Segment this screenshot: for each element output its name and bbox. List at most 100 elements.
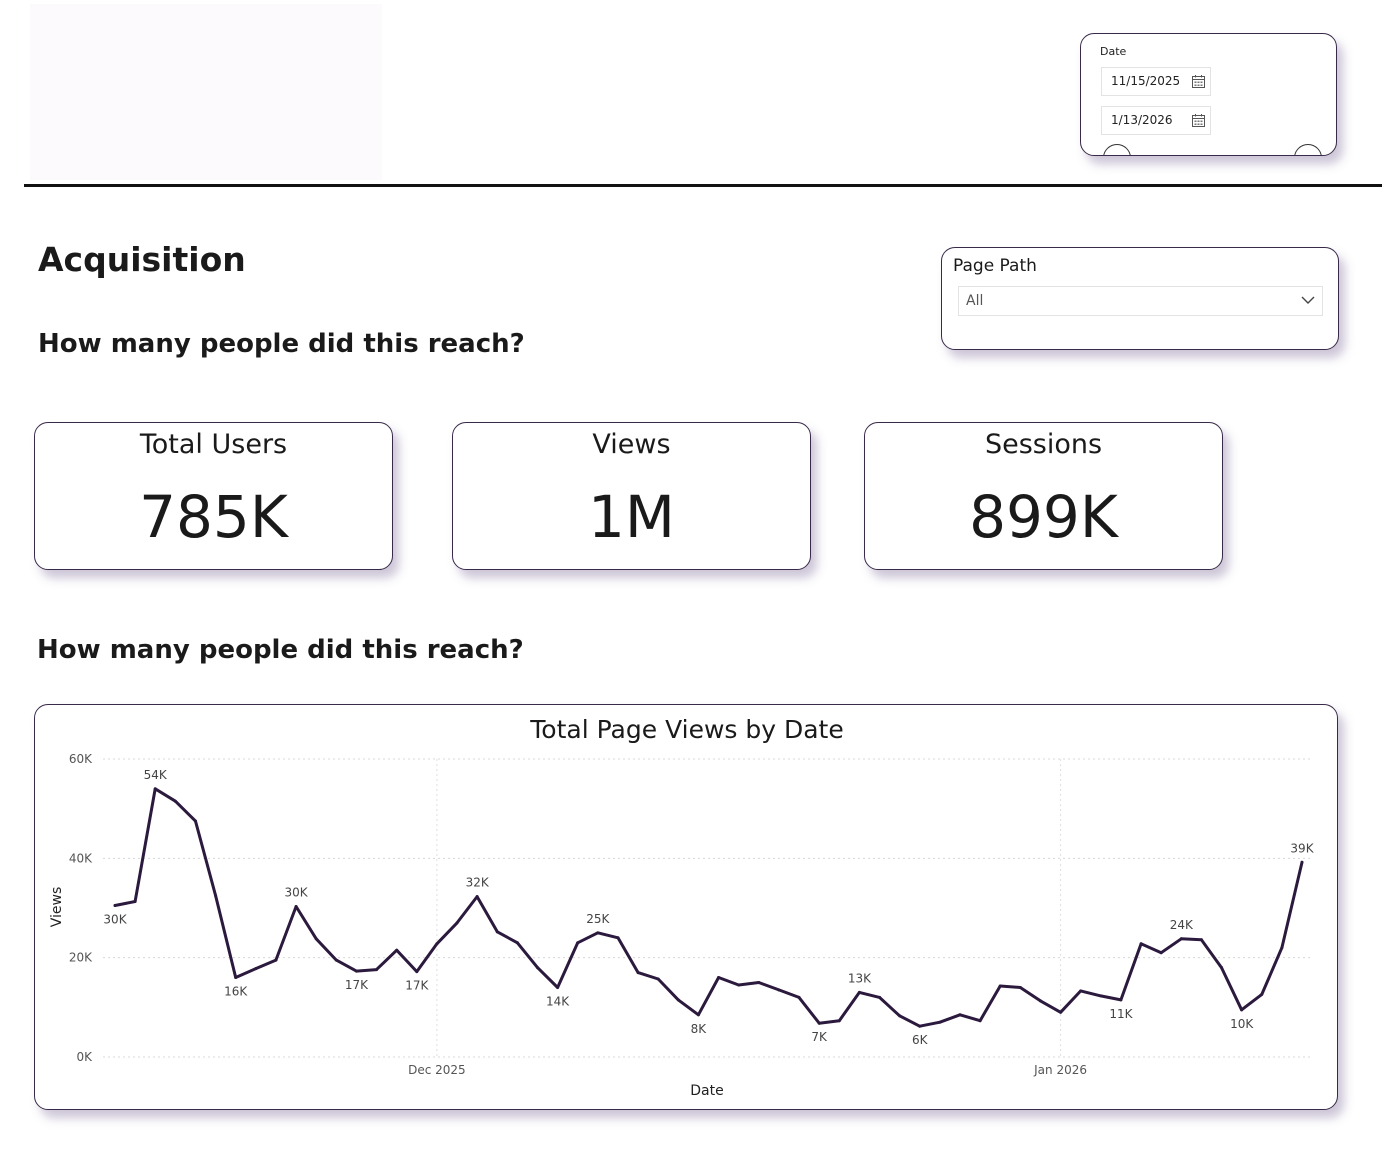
data-label: 17K xyxy=(405,979,429,993)
calendar-icon[interactable] xyxy=(1192,75,1205,88)
data-point xyxy=(978,1019,982,1023)
date-range-start-handle[interactable] xyxy=(1103,144,1131,155)
y-axis-title: Views xyxy=(49,887,65,928)
data-point xyxy=(234,976,238,980)
data-label: 10K xyxy=(1230,1017,1254,1031)
data-point xyxy=(1179,937,1183,941)
x-tick-label: Jan 2026 xyxy=(1033,1063,1087,1077)
series-line-views xyxy=(113,787,1304,1028)
data-point xyxy=(1260,992,1264,996)
data-point xyxy=(375,968,379,972)
data-point xyxy=(455,921,459,925)
data-point xyxy=(918,1024,922,1028)
data-point xyxy=(153,787,157,791)
kpi-label: Sessions xyxy=(984,429,1103,460)
kpi-value: 785K xyxy=(139,483,288,551)
data-label: 17K xyxy=(345,978,369,992)
data-point xyxy=(857,990,861,994)
kpi-card-views: Views 1M xyxy=(452,422,811,570)
data-point xyxy=(1300,860,1304,864)
data-point xyxy=(415,970,419,974)
data-point xyxy=(1099,994,1103,998)
chevron-down-icon[interactable] xyxy=(1300,293,1316,307)
data-point xyxy=(616,936,620,940)
data-label: 14K xyxy=(546,994,570,1008)
data-label: 32K xyxy=(466,876,490,890)
data-point xyxy=(1139,942,1143,946)
data-label: 24K xyxy=(1170,918,1194,932)
y-tick-label: 20K xyxy=(69,951,93,965)
calendar-icon[interactable] xyxy=(1192,114,1205,127)
data-point xyxy=(133,900,137,904)
kpi-label: Views xyxy=(592,429,671,460)
data-point xyxy=(274,958,278,962)
data-point xyxy=(636,971,640,975)
data-point xyxy=(817,1021,821,1025)
date-range-end-handle[interactable] xyxy=(1294,144,1322,155)
data-point xyxy=(395,948,399,952)
kpi-label: Total Users xyxy=(139,429,288,460)
kpi-value: 899K xyxy=(969,483,1118,551)
date-slicer[interactable]: Date 11/15/2025 1/13/2026 xyxy=(1080,33,1337,156)
start-date-value: 11/15/2025 xyxy=(1111,74,1181,88)
page-views-line-chart[interactable]: Total Page Views by Date Views Date 0K 20… xyxy=(35,705,1339,1111)
report-logo-area xyxy=(30,4,382,180)
kpi-card-total-users: Total Users 785K xyxy=(34,422,393,570)
kpi-card-sessions: Sessions 899K xyxy=(864,422,1223,570)
section-question-reach-chart: How many people did this reach? xyxy=(37,635,524,665)
data-point xyxy=(1038,999,1042,1003)
data-label: 25K xyxy=(586,912,610,926)
data-label: 6K xyxy=(912,1033,929,1047)
data-point xyxy=(475,895,479,899)
data-point xyxy=(676,998,680,1002)
data-point xyxy=(1280,946,1284,950)
data-point xyxy=(837,1019,841,1023)
data-label: 16K xyxy=(224,985,248,999)
data-point xyxy=(1199,938,1203,942)
data-label: 39K xyxy=(1290,841,1314,855)
data-point xyxy=(1220,966,1224,970)
data-point xyxy=(656,977,660,981)
data-point xyxy=(495,930,499,934)
page-path-slicer[interactable]: Page Path All xyxy=(941,247,1339,350)
page-path-label: Page Path xyxy=(953,256,1037,276)
data-label: 11K xyxy=(1109,1007,1133,1021)
data-point xyxy=(1079,989,1083,993)
page-path-selected: All xyxy=(966,293,984,309)
data-point xyxy=(777,988,781,992)
data-label: 30K xyxy=(103,913,127,927)
end-date-input[interactable]: 1/13/2026 xyxy=(1101,106,1211,135)
data-point xyxy=(717,976,721,980)
data-point xyxy=(998,984,1002,988)
data-point xyxy=(515,941,519,945)
data-point xyxy=(535,966,539,970)
data-point xyxy=(596,931,600,935)
page-views-chart-card[interactable]: Total Page Views by Date Views Date 0K 20… xyxy=(34,704,1338,1110)
data-point xyxy=(254,967,258,971)
data-label: 8K xyxy=(691,1022,708,1036)
data-point xyxy=(435,942,439,946)
data-point xyxy=(214,894,218,898)
data-point xyxy=(1059,1010,1063,1014)
end-date-value: 1/13/2026 xyxy=(1111,113,1173,127)
data-point xyxy=(113,904,117,908)
start-date-input[interactable]: 11/15/2025 xyxy=(1101,67,1211,96)
data-point xyxy=(1159,951,1163,955)
data-point xyxy=(878,995,882,999)
page-title: Acquisition xyxy=(38,240,246,279)
data-point xyxy=(1240,1008,1244,1012)
data-point xyxy=(757,981,761,984)
data-point xyxy=(797,995,801,999)
data-point xyxy=(898,1014,902,1018)
chart-title: Total Page Views by Date xyxy=(529,715,843,744)
y-tick-label: 40K xyxy=(69,851,93,865)
data-point xyxy=(556,985,560,989)
data-point xyxy=(1018,985,1022,989)
data-label: 54K xyxy=(144,768,168,782)
x-tick-label: Dec 2025 xyxy=(408,1063,466,1077)
data-label: 13K xyxy=(848,971,872,985)
data-point xyxy=(193,819,197,823)
page-path-dropdown[interactable]: All xyxy=(958,286,1323,316)
y-tick-label: 60K xyxy=(69,752,93,766)
data-point xyxy=(737,983,741,987)
